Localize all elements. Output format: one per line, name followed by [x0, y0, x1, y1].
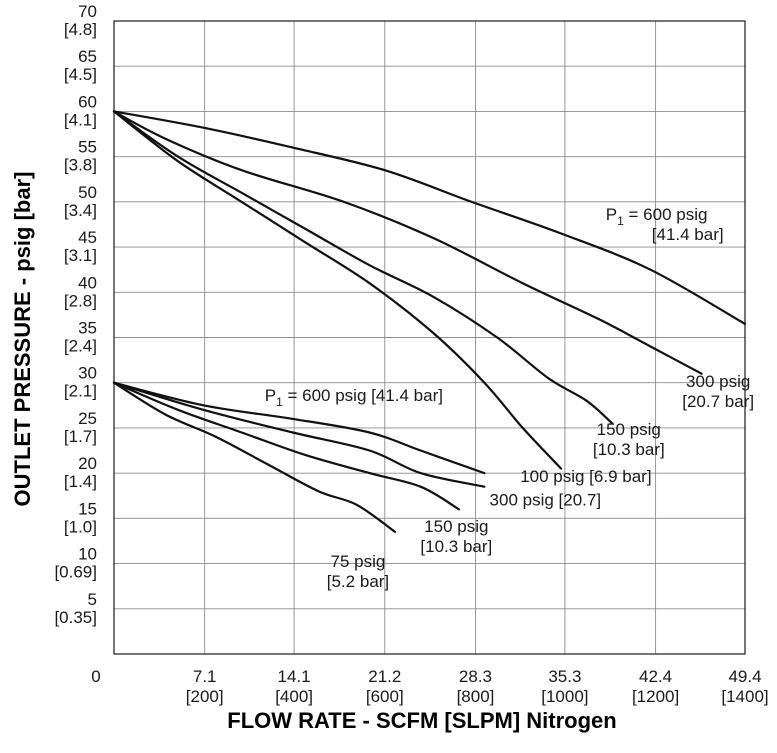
y-tick-label: 20 — [78, 454, 97, 473]
y-tick-sublabel: [1.4] — [64, 472, 97, 491]
y-tick-sublabel: [4.5] — [64, 65, 97, 84]
x-tick-label: 42.4 — [639, 667, 672, 686]
x-tick-label: 7.1 — [193, 667, 217, 686]
curve-label-sub: [20.7 bar] — [682, 392, 754, 411]
y-tick-sublabel: [0.35] — [54, 608, 97, 627]
y-tick-label: 65 — [78, 47, 97, 66]
y-tick-sublabel: [3.4] — [64, 201, 97, 220]
x-tick-sublabel: [400] — [275, 687, 313, 706]
x-tick-sublabel: [1200] — [632, 687, 679, 706]
x-axis-title: FLOW RATE - SCFM [SLPM] Nitrogen — [227, 708, 616, 733]
x-tick-sublabel: [600] — [366, 687, 404, 706]
y-tick-label: 5 — [88, 590, 97, 609]
y-tick-sublabel: [2.8] — [64, 291, 97, 310]
series-line — [112, 110, 563, 470]
curve-label-sub: [10.3 bar] — [420, 537, 492, 556]
series-line — [112, 381, 460, 511]
y-tick-label: 70 — [78, 2, 97, 21]
series-line — [112, 110, 614, 425]
y-tick-sublabel: [3.8] — [64, 156, 97, 175]
plot-frame — [113, 20, 746, 655]
x-tick-label: 28.3 — [459, 667, 492, 686]
y-tick-label: 30 — [78, 364, 97, 383]
y-tick-label: 35 — [78, 319, 97, 338]
y-tick-label: 60 — [78, 92, 97, 111]
y-tick-label: 10 — [78, 545, 97, 564]
x-tick-sublabel: [200] — [186, 687, 224, 706]
x-tick-label: 21.2 — [368, 667, 401, 686]
x-tick-label: 35.3 — [548, 667, 581, 686]
curve-label: 300 psig — [686, 372, 750, 391]
curve-annotations: P1 = 600 psig[41.4 bar] 300 psig[20.7 bar… — [265, 205, 754, 591]
y-tick-sublabel: [1.0] — [64, 517, 97, 536]
curve-label-sub: [41.4 bar] — [652, 225, 724, 244]
y-tick-sublabel: [2.4] — [64, 337, 97, 356]
series-line — [112, 110, 703, 375]
series-line — [112, 381, 486, 488]
y-tick-label: 40 — [78, 273, 97, 292]
grid-lines — [114, 20, 745, 654]
curve-label-sub: [5.2 bar] — [327, 572, 389, 591]
y-tick-label: 45 — [78, 228, 97, 247]
y-axis-title: OUTLET PRESSURE - psig [bar] — [10, 172, 35, 507]
y-tick-sublabel: [2.1] — [64, 382, 97, 401]
y-tick-sublabel: [0.69] — [54, 563, 97, 582]
series-line — [112, 381, 486, 475]
curve-label: 100 psig [6.9 bar] — [520, 467, 651, 486]
curve-label: 300 psig [20.7] — [490, 491, 602, 510]
y-tick-label: 25 — [78, 409, 97, 428]
curve-label: P1 = 600 psig — [606, 205, 708, 228]
series-line — [112, 381, 397, 533]
curve-label: P1 = 600 psig [41.4 bar] — [265, 386, 443, 409]
x-tick-sublabel: [1400] — [721, 687, 768, 706]
x-tick-sublabel: [800] — [457, 687, 495, 706]
curve-label-sub: [10.3 bar] — [593, 440, 665, 459]
curve-label: 150 psig — [424, 517, 488, 536]
curve-label: 75 psig — [331, 552, 386, 571]
x-tick-sublabel: [1000] — [541, 687, 588, 706]
curve-label: 150 psig — [597, 420, 661, 439]
y-tick-sublabel: [1.7] — [64, 427, 97, 446]
y-tick-label: 50 — [78, 183, 97, 202]
y-tick-sublabel: [4.8] — [64, 20, 97, 39]
x-tick-label: 14.1 — [278, 667, 311, 686]
y-tick-sublabel: [4.1] — [64, 110, 97, 129]
series-line — [112, 110, 747, 325]
x-tick-label: 49.4 — [728, 667, 761, 686]
x-axis-ticks: 0 7.1[200] 14.1[400] 21.2[600] 28.3[800] 35.3… — [91, 667, 768, 706]
x-tick-label: 0 — [91, 667, 100, 686]
y-tick-sublabel: [3.1] — [64, 246, 97, 265]
y-tick-label: 15 — [78, 499, 97, 518]
y-axis-ticks: 5[0.35]10[0.69]15[1.0]20[1.4]25[1.7]30[2… — [54, 2, 97, 627]
series-lines — [112, 110, 747, 533]
y-tick-label: 55 — [78, 138, 97, 157]
